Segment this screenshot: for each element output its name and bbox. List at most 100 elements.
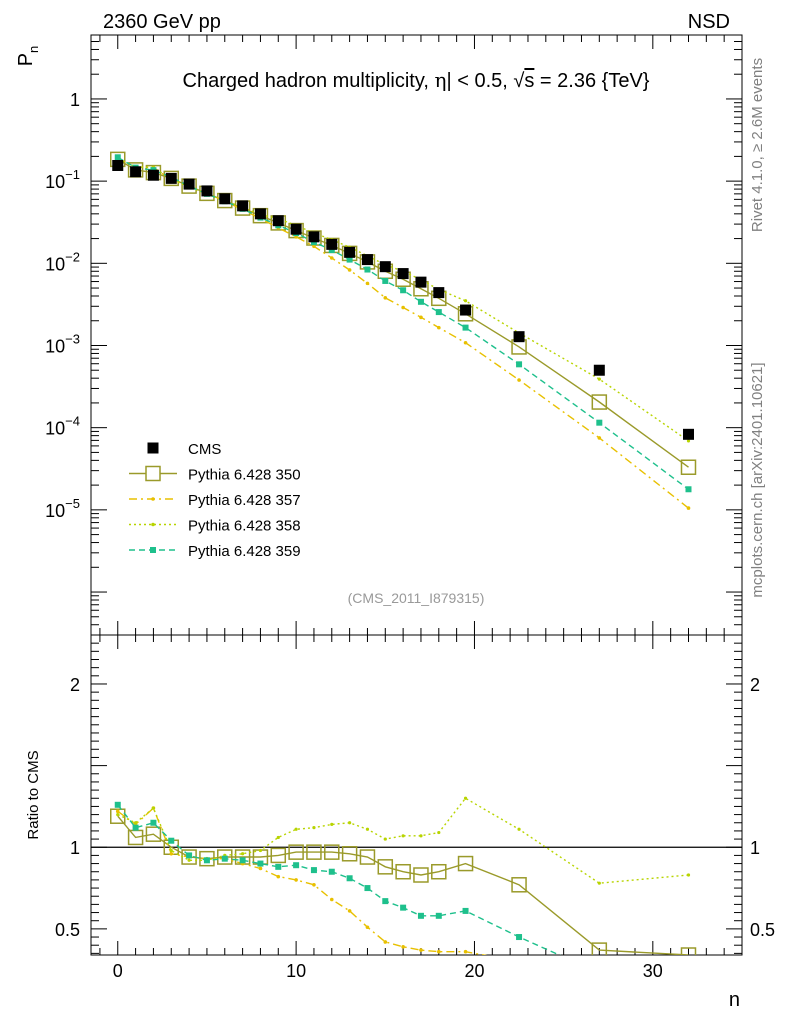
main-point-cms bbox=[682, 428, 694, 440]
legend: CMS Pythia 6.428 350 Pythia 6.428 357 Pythi… bbox=[129, 441, 301, 560]
ratio-y-axis-label: Ratio to CMS bbox=[25, 750, 42, 839]
legend-label: CMS bbox=[188, 441, 221, 458]
legend-label: Pythia 6.428 357 bbox=[188, 492, 301, 509]
ratio-point-358 bbox=[276, 835, 280, 840]
ratio-line-pythia-6.428-358 bbox=[117, 797, 689, 884]
main-point-359 bbox=[435, 309, 442, 316]
ratio-y-tick-label: 2 bbox=[70, 675, 80, 695]
ratio-point-359 bbox=[132, 824, 139, 831]
main-point-357 bbox=[401, 305, 405, 310]
ratio-point-350 bbox=[270, 847, 287, 864]
ratio-point-357 bbox=[517, 960, 521, 964]
analysis-id-note: (CMS_2011_I879315) bbox=[348, 590, 485, 606]
ratio-point-358 bbox=[116, 812, 120, 817]
ratio-point-359 bbox=[275, 863, 282, 870]
ratio-point-358 bbox=[258, 848, 263, 853]
main-point-358 bbox=[463, 299, 468, 303]
ratio-point-357 bbox=[258, 866, 263, 871]
ratio-point-358 bbox=[597, 881, 601, 885]
ratio-point-359 bbox=[168, 837, 175, 844]
rivet-version-text: Rivet 4.1.0, ≥ 2.6M events bbox=[749, 58, 766, 232]
ratio-y-tick-label-right: 1 bbox=[750, 838, 760, 858]
main-point-cms bbox=[593, 364, 605, 376]
main-line-pythia-6.428-359 bbox=[117, 156, 689, 490]
ratio-line-pythia-6.428-350 bbox=[117, 815, 689, 955]
main-point-cms bbox=[272, 215, 284, 227]
x-tick-label: 0 bbox=[113, 961, 123, 981]
ratio-point-359 bbox=[516, 934, 523, 941]
ratio-point-357 bbox=[276, 874, 281, 879]
legend-label: Pythia 6.428 350 bbox=[188, 467, 301, 484]
main-point-cms bbox=[237, 200, 249, 212]
ratio-y-tick-label: 0.5 bbox=[55, 920, 80, 940]
main-point-359 bbox=[516, 361, 523, 368]
ratio-point-358 bbox=[517, 827, 521, 831]
ratio-point-359 bbox=[596, 970, 602, 976]
ratio-point-358 bbox=[312, 826, 316, 830]
main-point-cms bbox=[130, 166, 142, 178]
ratio-point-350 bbox=[288, 844, 304, 860]
ratio-point-357 bbox=[419, 948, 423, 952]
ratio-point-358 bbox=[463, 796, 468, 800]
main-point-359 bbox=[382, 277, 389, 284]
main-point-357 bbox=[312, 244, 316, 249]
main-point-359 bbox=[596, 419, 603, 426]
x-tick-label: 10 bbox=[286, 961, 306, 981]
main-point-357 bbox=[686, 506, 691, 510]
main-point-cms bbox=[147, 169, 159, 181]
main-point-cms bbox=[165, 172, 177, 184]
main-point-357 bbox=[347, 268, 352, 272]
x-tick-label: 30 bbox=[643, 961, 663, 981]
ratio-y-tick-label: 1 bbox=[70, 838, 80, 858]
main-point-cms bbox=[254, 208, 266, 220]
ratio-point-350 bbox=[359, 849, 376, 865]
ratio-point-357 bbox=[598, 984, 602, 988]
ratio-point-359 bbox=[239, 857, 246, 864]
ratio-point-359 bbox=[328, 868, 335, 875]
ratio-point-357 bbox=[383, 940, 388, 944]
main-point-cms bbox=[183, 178, 195, 190]
ratio-point-358 bbox=[437, 830, 441, 835]
ratio-series-group bbox=[91, 796, 742, 988]
ratio-point-359 bbox=[310, 867, 317, 874]
y-tick-label: 10−5 bbox=[45, 496, 80, 521]
main-point-357 bbox=[419, 315, 423, 320]
ratio-point-358 bbox=[419, 834, 423, 838]
main-point-358 bbox=[686, 439, 691, 443]
legend-label: Pythia 6.428 358 bbox=[188, 518, 301, 535]
main-y-axis-label: Pn bbox=[15, 46, 41, 67]
main-point-cms bbox=[397, 268, 409, 280]
ratio-point-350 bbox=[680, 947, 697, 955]
main-point-cms bbox=[513, 331, 525, 343]
main-point-350 bbox=[163, 170, 180, 187]
main-point-359 bbox=[364, 266, 371, 273]
ratio-point-350 bbox=[110, 808, 126, 824]
ratio-point-359 bbox=[382, 898, 389, 905]
ratio-point-358 bbox=[401, 834, 405, 838]
ratio-point-358 bbox=[365, 827, 370, 831]
main-point-357 bbox=[463, 340, 468, 345]
main-point-357 bbox=[365, 281, 370, 286]
ratio-point-350 bbox=[377, 859, 394, 875]
x-tick-label: 20 bbox=[464, 961, 484, 981]
ratio-y-tick-label-right: 0.5 bbox=[750, 920, 775, 940]
ratio-point-350 bbox=[457, 855, 474, 872]
ratio-point-350 bbox=[217, 849, 233, 865]
ratio-point-350 bbox=[145, 826, 162, 842]
ratio-point-358 bbox=[151, 806, 156, 810]
main-point-357 bbox=[517, 378, 521, 382]
ratio-point-359 bbox=[203, 857, 210, 864]
ratio-point-358 bbox=[330, 822, 334, 826]
axis-tick-labels: 0 10 20 30 1 10−1 10−2 10−3 10−4 10−5 0.5 0.5 1 1 2 2 bbox=[45, 90, 775, 981]
ratio-point-357 bbox=[312, 882, 316, 887]
main-line-pythia-6.428-350 bbox=[117, 158, 689, 468]
main-point-359 bbox=[462, 324, 469, 331]
ratio-point-358 bbox=[133, 821, 138, 825]
main-point-357 bbox=[329, 256, 334, 260]
main-point-357 bbox=[436, 325, 441, 330]
main-point-cms bbox=[308, 231, 320, 243]
main-point-cms bbox=[112, 159, 124, 171]
ratio-point-359 bbox=[400, 904, 407, 911]
